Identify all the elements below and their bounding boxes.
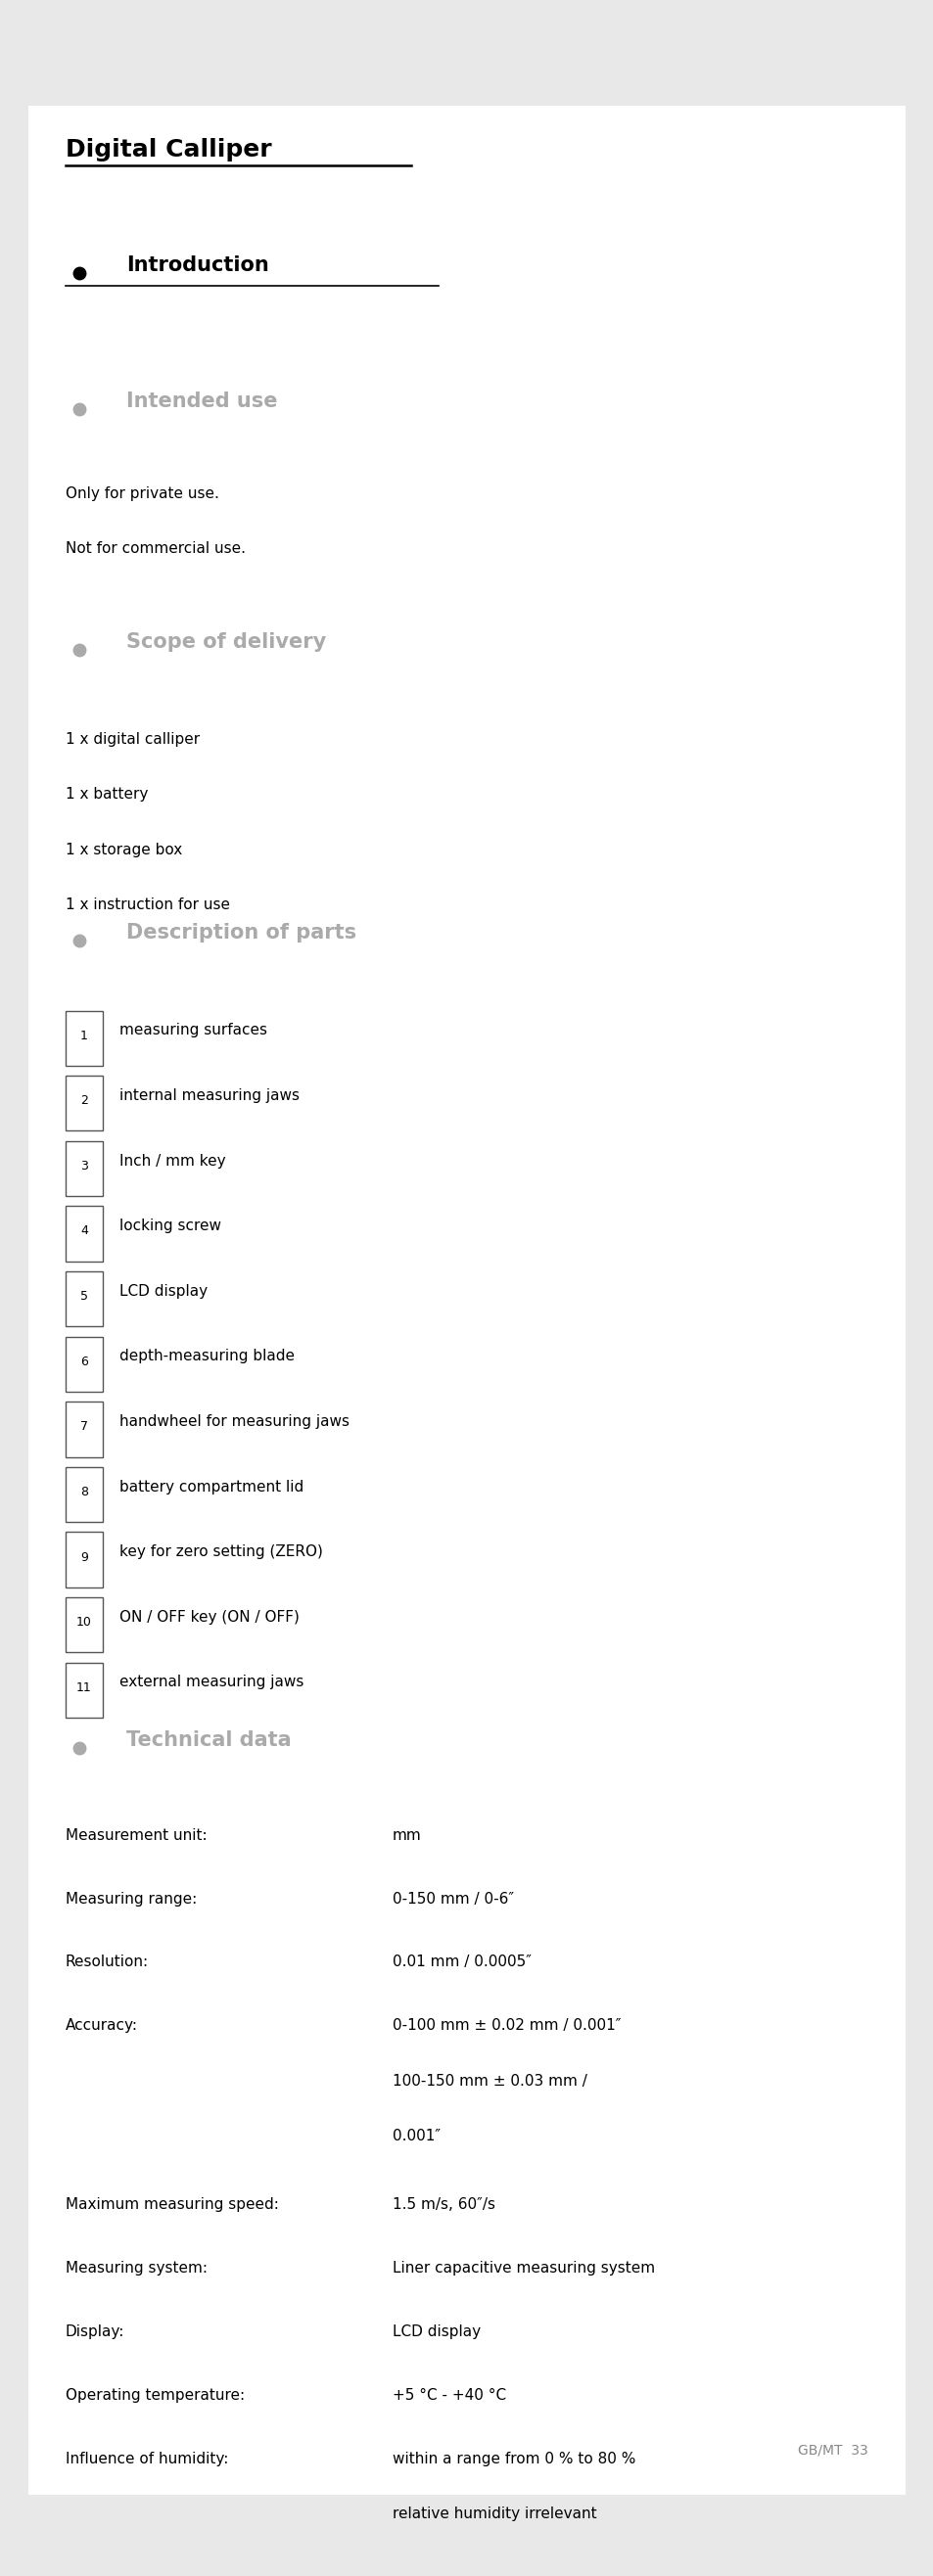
Text: Influence of humidity:: Influence of humidity: — [65, 2452, 228, 2465]
FancyBboxPatch shape — [65, 1010, 103, 1066]
Text: Not for commercial use.: Not for commercial use. — [65, 541, 245, 556]
Text: Only for private use.: Only for private use. — [65, 487, 218, 502]
Text: 1.5 m/s, 60″/s: 1.5 m/s, 60″/s — [392, 2197, 494, 2213]
Text: Measuring range:: Measuring range: — [65, 1891, 197, 1906]
Text: external measuring jaws: external measuring jaws — [119, 1674, 303, 1690]
Text: Description of parts: Description of parts — [126, 922, 355, 943]
Text: 11: 11 — [77, 1682, 91, 1695]
Text: +5 °C - +40 °C: +5 °C - +40 °C — [392, 2388, 506, 2403]
Text: 1 x storage box: 1 x storage box — [65, 842, 182, 858]
FancyBboxPatch shape — [65, 1466, 103, 1522]
Text: LCD display: LCD display — [392, 2324, 480, 2339]
FancyBboxPatch shape — [65, 1077, 103, 1131]
FancyBboxPatch shape — [65, 1662, 103, 1718]
Text: 100-150 mm ± 0.03 mm /: 100-150 mm ± 0.03 mm / — [392, 2074, 586, 2089]
Text: 0.01 mm / 0.0005″: 0.01 mm / 0.0005″ — [392, 1955, 531, 1971]
Text: 0-150 mm / 0-6″: 0-150 mm / 0-6″ — [392, 1891, 513, 1906]
Text: 0-100 mm ± 0.02 mm / 0.001″: 0-100 mm ± 0.02 mm / 0.001″ — [392, 2020, 620, 2032]
FancyBboxPatch shape — [65, 1273, 103, 1327]
Text: 8: 8 — [80, 1486, 88, 1499]
Text: Liner capacitive measuring system: Liner capacitive measuring system — [392, 2262, 654, 2275]
Text: Accuracy:: Accuracy: — [65, 2020, 138, 2032]
Text: 1 x battery: 1 x battery — [65, 788, 147, 801]
Text: 2: 2 — [80, 1095, 88, 1108]
Text: Digital Calliper: Digital Calliper — [65, 139, 272, 162]
Text: key for zero setting (ZERO): key for zero setting (ZERO) — [119, 1546, 323, 1558]
Text: Inch / mm key: Inch / mm key — [119, 1154, 226, 1167]
Text: LCD display: LCD display — [119, 1283, 207, 1298]
FancyBboxPatch shape — [65, 1533, 103, 1587]
Text: GB/MT  33: GB/MT 33 — [798, 2445, 868, 2458]
Text: battery compartment lid: battery compartment lid — [119, 1479, 303, 1494]
Text: Display:: Display: — [65, 2324, 124, 2339]
Text: Technical data: Technical data — [126, 1731, 291, 1749]
Text: internal measuring jaws: internal measuring jaws — [119, 1087, 299, 1103]
Text: 9: 9 — [80, 1551, 88, 1564]
Text: measuring surfaces: measuring surfaces — [119, 1023, 267, 1038]
Text: 1: 1 — [80, 1030, 88, 1041]
Text: depth-measuring blade: depth-measuring blade — [119, 1350, 295, 1363]
Text: within a range from 0 % to 80 %: within a range from 0 % to 80 % — [392, 2452, 634, 2465]
Text: 1 x digital calliper: 1 x digital calliper — [65, 732, 200, 747]
FancyBboxPatch shape — [65, 1337, 103, 1391]
Text: Introduction: Introduction — [126, 255, 269, 276]
Text: 5: 5 — [80, 1291, 88, 1303]
FancyBboxPatch shape — [28, 106, 905, 2496]
Text: Intended use: Intended use — [126, 392, 277, 410]
Text: ON / OFF key (ON / OFF): ON / OFF key (ON / OFF) — [119, 1610, 299, 1625]
Text: 0.001″: 0.001″ — [392, 2128, 439, 2143]
Text: Maximum measuring speed:: Maximum measuring speed: — [65, 2197, 278, 2213]
Text: Measuring system:: Measuring system: — [65, 2262, 207, 2275]
Text: 6: 6 — [80, 1355, 88, 1368]
Text: 7: 7 — [80, 1419, 88, 1432]
FancyBboxPatch shape — [65, 1206, 103, 1262]
Text: Measurement unit:: Measurement unit: — [65, 1829, 207, 1842]
FancyBboxPatch shape — [65, 1141, 103, 1195]
Text: mm: mm — [392, 1829, 421, 1842]
Text: Operating temperature:: Operating temperature: — [65, 2388, 244, 2403]
Text: relative humidity irrelevant: relative humidity irrelevant — [392, 2506, 596, 2522]
Text: handwheel for measuring jaws: handwheel for measuring jaws — [119, 1414, 349, 1430]
Text: 1 x instruction for use: 1 x instruction for use — [65, 896, 230, 912]
Text: locking screw: locking screw — [119, 1218, 221, 1234]
Text: Scope of delivery: Scope of delivery — [126, 631, 326, 652]
FancyBboxPatch shape — [65, 1597, 103, 1651]
Text: 3: 3 — [80, 1159, 88, 1172]
Text: 10: 10 — [77, 1615, 91, 1628]
Text: Resolution:: Resolution: — [65, 1955, 148, 1971]
FancyBboxPatch shape — [65, 1401, 103, 1458]
Text: 4: 4 — [80, 1224, 88, 1236]
